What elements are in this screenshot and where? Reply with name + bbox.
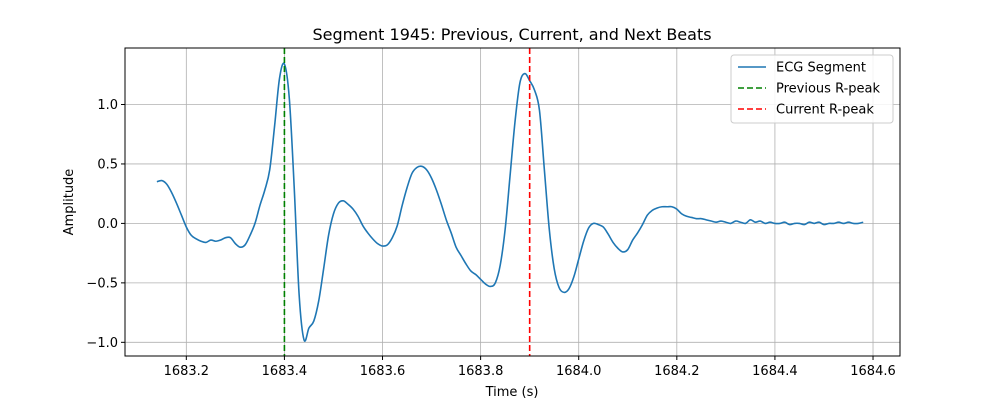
y-tick-label: 0.5 bbox=[97, 157, 118, 172]
x-tick-label: 1683.8 bbox=[458, 364, 504, 379]
x-axis-label: Time (s) bbox=[485, 385, 539, 400]
x-tick-label: 1684.6 bbox=[850, 364, 896, 379]
y-tick-label: −0.5 bbox=[86, 276, 118, 291]
x-tick-label: 1684.4 bbox=[752, 364, 798, 379]
legend-box bbox=[730, 54, 894, 124]
legend-entry-label: Current R-peak bbox=[776, 103, 874, 118]
y-axis: −1.0 −0.5 0.0 0.5 1.0 bbox=[86, 98, 125, 351]
chart-title: Segment 1945: Previous, Current, and Nex… bbox=[312, 25, 711, 44]
plot-frame bbox=[124, 47, 901, 357]
x-tick-label: 1684.2 bbox=[654, 364, 700, 379]
legend-entry-label: Previous R-peak bbox=[776, 82, 880, 97]
x-axis: 1683.2 1683.4 1683.6 1683.8 1684.0 1684.2 1684… bbox=[164, 356, 896, 379]
plot-lines bbox=[156, 48, 864, 356]
x-tick-label: 1683.4 bbox=[262, 364, 308, 379]
x-tick-label: 1683.6 bbox=[360, 364, 406, 379]
y-axis-label: Amplitude bbox=[62, 169, 77, 236]
y-tick-label: 0.0 bbox=[97, 217, 118, 232]
y-tick-label: −1.0 bbox=[86, 336, 118, 351]
y-tick-label: 1.0 bbox=[97, 98, 118, 113]
legend-entry-label: ECG Segment bbox=[776, 61, 866, 76]
x-tick-label: 1684.0 bbox=[556, 364, 602, 379]
ecg-segment-line bbox=[156, 62, 864, 342]
x-tick-label: 1683.2 bbox=[164, 364, 210, 379]
legend: ECG Segment Previous R-peak Current R-peak bbox=[730, 54, 894, 124]
